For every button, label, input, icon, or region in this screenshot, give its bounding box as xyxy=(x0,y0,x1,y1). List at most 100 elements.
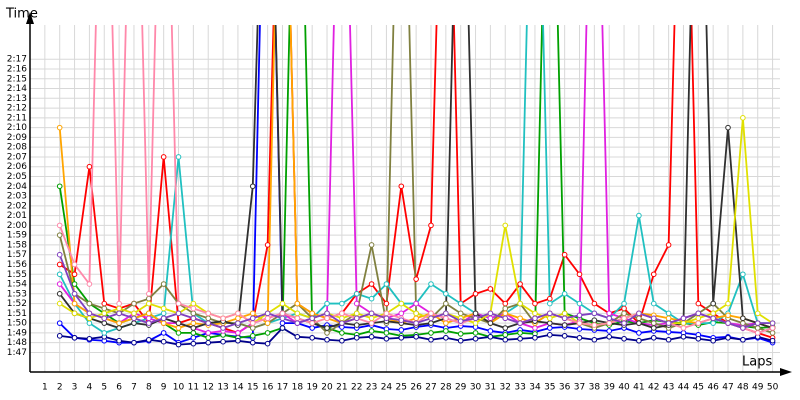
x-tick-label: 47 xyxy=(722,383,733,393)
data-point xyxy=(131,315,137,322)
x-tick-label: 12 xyxy=(202,383,213,393)
data-point xyxy=(769,330,776,336)
x-tick-label: 32 xyxy=(500,383,511,393)
data-point xyxy=(116,310,122,317)
data-point xyxy=(146,291,152,297)
data-point xyxy=(443,300,449,307)
data-point xyxy=(368,320,375,326)
data-point xyxy=(502,300,509,307)
x-tick-label: 39 xyxy=(603,383,615,393)
data-point xyxy=(309,310,315,317)
y-tick-label: 2:07 xyxy=(7,152,27,162)
x-tick-label: 50 xyxy=(767,383,779,393)
data-point xyxy=(710,320,716,326)
data-point xyxy=(339,310,345,317)
y-tick-label: 2:11 xyxy=(7,113,27,123)
data-point xyxy=(146,300,152,307)
data-point xyxy=(190,305,197,312)
data-point xyxy=(56,300,63,307)
data-point xyxy=(457,337,464,344)
y-tick-label: 1:53 xyxy=(7,289,27,299)
y-tick-label: 2:13 xyxy=(7,94,27,104)
data-point xyxy=(383,330,390,336)
data-point xyxy=(665,336,672,343)
data-point xyxy=(383,300,390,307)
x-tick-label: 41 xyxy=(633,383,644,393)
data-point xyxy=(472,291,479,297)
data-point xyxy=(279,310,286,317)
data-point xyxy=(264,242,271,248)
data-point xyxy=(146,336,152,343)
data-point xyxy=(413,310,419,317)
data-point xyxy=(294,310,301,317)
data-point xyxy=(368,281,375,287)
x-tick-label: 36 xyxy=(559,383,571,393)
data-point xyxy=(249,183,256,190)
x-tick-label: 26 xyxy=(410,383,422,393)
data-point xyxy=(517,315,523,322)
data-point xyxy=(695,320,702,326)
data-point xyxy=(606,315,613,322)
data-point xyxy=(428,222,434,229)
x-tick-label: 38 xyxy=(589,383,601,393)
data-point xyxy=(324,336,330,343)
data-point xyxy=(413,300,419,307)
data-point xyxy=(205,339,212,346)
data-point xyxy=(472,330,479,336)
data-point xyxy=(443,315,449,322)
data-point xyxy=(101,310,108,317)
data-point xyxy=(754,325,761,331)
y-tick-label: 2:00 xyxy=(7,221,27,231)
data-point xyxy=(146,315,152,322)
data-point xyxy=(324,310,330,317)
data-point xyxy=(294,334,301,340)
x-tick-label: 40 xyxy=(618,383,630,393)
data-point xyxy=(324,315,330,322)
data-point xyxy=(740,336,746,343)
data-point xyxy=(650,320,657,326)
data-point xyxy=(205,310,212,317)
data-point xyxy=(636,212,642,219)
x-tick-label: 16 xyxy=(262,383,274,393)
data-point xyxy=(398,327,405,333)
y-tick-label: 1:55 xyxy=(7,270,27,280)
data-point xyxy=(205,330,212,336)
data-point xyxy=(502,332,509,338)
data-point xyxy=(710,315,716,322)
data-point xyxy=(146,295,152,302)
x-tick-label: 8 xyxy=(146,383,152,393)
data-point xyxy=(680,325,687,331)
data-point xyxy=(591,310,598,317)
data-point xyxy=(383,315,390,322)
data-point xyxy=(249,333,256,339)
data-point xyxy=(353,300,360,307)
data-point xyxy=(160,315,167,322)
data-point xyxy=(740,115,746,121)
data-point xyxy=(547,310,553,317)
data-point xyxy=(71,334,78,341)
data-point xyxy=(190,334,197,341)
data-point xyxy=(160,310,167,317)
data-point xyxy=(636,337,642,344)
data-point xyxy=(264,340,271,347)
x-axis-title: Laps xyxy=(742,355,772,370)
data-point xyxy=(235,315,241,322)
data-point xyxy=(650,300,657,307)
data-point xyxy=(56,271,63,278)
data-point xyxy=(532,300,538,307)
x-tick-label: 49 xyxy=(752,383,764,393)
data-point xyxy=(665,242,672,248)
data-point xyxy=(680,315,687,322)
y-tick-label: 1:49 xyxy=(7,328,27,338)
data-point xyxy=(101,315,108,322)
data-point xyxy=(86,300,93,307)
data-point xyxy=(56,261,63,268)
data-point xyxy=(740,315,746,322)
data-point xyxy=(754,320,761,326)
data-point xyxy=(428,315,434,322)
data-point xyxy=(249,315,256,322)
data-point xyxy=(472,335,479,342)
data-point xyxy=(398,317,405,323)
data-point xyxy=(725,320,731,326)
data-point xyxy=(725,300,731,307)
